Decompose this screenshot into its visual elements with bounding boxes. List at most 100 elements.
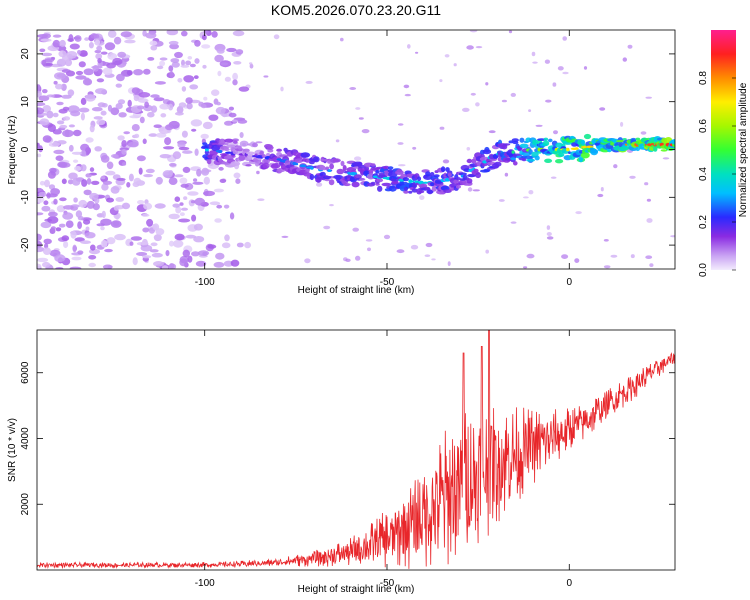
colorbar: 0.0 0.2 0.4 0.6 0.8 Normalized spectral ampl…	[698, 30, 749, 277]
noise-blob	[139, 116, 145, 124]
noise-blob	[662, 157, 670, 160]
noise-blob	[531, 51, 536, 57]
noise-blob	[128, 173, 134, 182]
noise-blob	[80, 112, 85, 121]
noise-blob	[89, 192, 99, 200]
ridge-core	[204, 148, 209, 152]
noise-blob	[86, 200, 95, 209]
noise-blob	[424, 254, 431, 257]
noise-blob	[249, 62, 253, 65]
noise-blob	[249, 63, 254, 69]
snr-series-line	[37, 330, 675, 570]
noise-blob	[211, 89, 220, 96]
noise-blob	[110, 107, 120, 116]
ridge-blob	[206, 158, 212, 165]
noise-blob	[77, 250, 84, 255]
ridge-blob	[235, 148, 245, 152]
noise-blob	[239, 132, 244, 138]
noise-blob	[466, 147, 471, 151]
ridge-blob	[447, 172, 452, 177]
noise-blob	[396, 249, 405, 254]
noise-blob	[180, 183, 189, 188]
noise-blob	[121, 140, 127, 148]
noise-blob	[75, 70, 84, 76]
ridge-blob	[211, 142, 220, 146]
noise-blob	[203, 190, 215, 197]
noise-blob	[219, 178, 227, 183]
noise-blob	[168, 263, 177, 269]
noise-blob	[508, 30, 513, 34]
ridge-blob	[543, 137, 549, 141]
noise-blob	[106, 197, 114, 203]
noise-blob	[627, 44, 633, 49]
ridge-blob	[261, 154, 266, 158]
noise-blob	[597, 193, 604, 198]
noise-blob	[557, 66, 564, 71]
ridge-blob	[399, 181, 408, 185]
ridge-blob	[411, 188, 418, 193]
noise-blob	[43, 200, 49, 205]
ridge-blob	[622, 138, 627, 141]
noise-blob	[116, 177, 126, 181]
noise-blob	[203, 30, 209, 34]
noise-blob	[63, 116, 71, 121]
noise-blob	[110, 54, 117, 59]
ridge-blob	[267, 148, 274, 153]
ridge-blob	[204, 150, 210, 155]
noise-blob	[48, 211, 58, 217]
noise-blob	[83, 68, 94, 76]
ridge-blob	[329, 163, 334, 170]
ridge-blob	[558, 153, 565, 157]
noise-blob	[603, 239, 609, 242]
ridge-blob	[381, 182, 392, 187]
noise-blob	[113, 205, 120, 211]
noise-blob	[42, 247, 52, 255]
noise-blob	[231, 119, 238, 123]
noise-blob	[79, 50, 88, 57]
noise-blob	[149, 40, 158, 46]
chart-title: KOM5.2026.070.23.20.G11	[271, 2, 441, 18]
noise-blob	[190, 200, 196, 204]
noise-blob	[185, 234, 197, 239]
noise-blob	[232, 30, 245, 37]
ridge-core	[574, 147, 579, 150]
ridge-blob	[623, 146, 630, 150]
noise-blob	[304, 258, 311, 264]
noise-blob	[100, 110, 107, 116]
noise-blob	[37, 233, 42, 241]
noise-blob	[218, 166, 224, 171]
noise-blob	[355, 107, 361, 110]
ridge-blob	[482, 149, 492, 155]
colorbar-tick-label: 0.8	[698, 71, 709, 85]
noise-blob	[78, 199, 88, 208]
ridge-blob	[224, 138, 234, 143]
noise-blob	[70, 110, 81, 117]
noise-blob	[187, 191, 199, 196]
noise-blob	[168, 213, 180, 220]
noise-blob	[198, 101, 205, 107]
noise-blob	[80, 164, 87, 172]
ridge-blob	[377, 185, 383, 192]
noise-blob	[126, 70, 133, 76]
noise-blob	[100, 176, 106, 180]
noise-blob	[56, 205, 66, 213]
noise-blob	[85, 150, 90, 156]
noise-blob	[89, 124, 95, 133]
noise-blob	[116, 73, 125, 82]
ridge-blob	[395, 170, 404, 175]
noise-blob	[96, 223, 106, 227]
noise-blob	[183, 196, 188, 201]
ridge-blob	[555, 142, 563, 148]
noise-blob	[544, 59, 551, 64]
noise-blob	[51, 142, 61, 147]
noise-blob	[169, 162, 177, 167]
noise-blob	[504, 172, 509, 177]
y-tick-label: 4000	[20, 427, 31, 450]
ridge-blob	[583, 133, 592, 140]
noise-blob	[39, 118, 50, 126]
noise-blob	[61, 69, 71, 73]
ridge-blob	[375, 182, 380, 186]
noise-blob	[151, 252, 163, 258]
noise-blob	[645, 255, 653, 259]
ridge-blob	[508, 140, 514, 144]
